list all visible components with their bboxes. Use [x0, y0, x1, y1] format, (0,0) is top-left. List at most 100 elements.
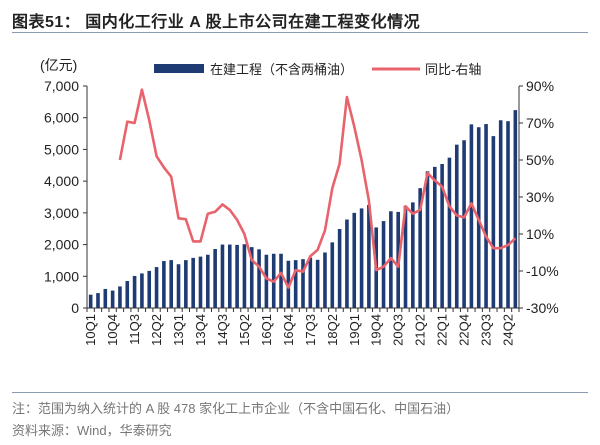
x-tick-label: 19Q4	[369, 314, 384, 346]
bar-21Q4	[432, 166, 437, 308]
figure-title: 图表51： 国内化工行业 A 股上市公司在建工程变化情况	[12, 14, 421, 31]
bar-15Q1	[235, 244, 239, 308]
bar-10Q4	[110, 290, 115, 308]
x-tick-label: 17Q3	[303, 314, 318, 346]
bar-21Q1	[411, 202, 415, 308]
left-tick-label: 0	[71, 300, 79, 316]
bar-19Q2	[359, 208, 364, 308]
x-tick-label: 22Q4	[457, 314, 472, 346]
right-tick-label: 30%	[526, 189, 554, 205]
bar-11Q4	[140, 273, 144, 308]
x-tick-label: 10Q4	[105, 314, 120, 346]
x-tick-label: 19Q1	[347, 314, 362, 346]
x-tick-label: 14Q3	[215, 314, 230, 346]
left-tick-label: 4,000	[44, 173, 79, 189]
bar-10Q3	[103, 288, 108, 308]
bar-22Q3	[454, 144, 459, 308]
bar-15Q4	[257, 249, 261, 308]
bar-21Q2	[418, 188, 422, 308]
left-tick-label: 5,000	[44, 141, 79, 157]
bar-23Q3	[484, 124, 488, 308]
legend-bar-label: 在建工程（不含两桶油）	[210, 62, 353, 77]
bar-17Q3	[308, 257, 313, 308]
bar-14Q1	[206, 254, 210, 308]
yoy-line	[118, 88, 517, 289]
right-tick-label: -30%	[526, 300, 559, 316]
bar-13Q3	[191, 257, 195, 308]
bar-17Q4	[315, 259, 320, 308]
bar-22Q2	[447, 157, 452, 308]
right-tick-label: -10%	[526, 263, 559, 279]
x-tick-label: 16Q1	[259, 314, 274, 346]
legend: 在建工程（不含两桶油） 同比-右轴	[154, 62, 481, 77]
bar-12Q3	[162, 261, 166, 308]
bar-18Q4	[345, 219, 349, 308]
bar-13Q1	[176, 264, 181, 308]
x-tick-label: 11Q3	[127, 314, 142, 345]
x-tick-label: 12Q2	[149, 314, 164, 346]
bar-19Q1	[352, 212, 357, 308]
x-tick-label: 18Q2	[325, 314, 340, 346]
x-tick-label: 16Q4	[281, 314, 296, 346]
bar-23Q4	[491, 136, 496, 308]
bar-14Q3	[220, 244, 225, 308]
bar-24Q2	[506, 121, 510, 309]
bar-10Q1	[88, 294, 93, 308]
bar-24Q1	[498, 120, 503, 308]
x-tick-label: 21Q2	[413, 314, 428, 346]
right-tick-label: 70%	[526, 115, 554, 131]
bar-20Q4	[403, 205, 408, 308]
chart-note: 注：范围为纳入统计的 A 股 478 家化工上市企业（不含中国石化、中国石油）	[12, 401, 460, 416]
bar-19Q3	[367, 204, 371, 308]
x-tick-label: 10Q1	[83, 314, 98, 346]
right-tick-label: 50%	[526, 152, 554, 168]
left-tick-label: 3,000	[44, 205, 79, 221]
bar-12Q1	[147, 270, 152, 308]
left-tick-label: 1,000	[44, 268, 79, 284]
bar-21Q3	[425, 171, 430, 308]
bar-24Q3	[513, 110, 518, 308]
x-tick-label: 13Q4	[193, 314, 208, 346]
x-tick-label: 15Q2	[237, 314, 252, 346]
bar-11Q2	[125, 281, 130, 308]
bar-23Q1	[469, 124, 474, 308]
bar-18Q1	[323, 252, 327, 308]
bar-12Q4	[169, 260, 174, 308]
bar-15Q3	[249, 247, 254, 308]
bar-22Q4	[462, 140, 466, 308]
x-tick-label: 13Q1	[171, 314, 186, 346]
bar-20Q1	[381, 221, 386, 308]
bar-18Q2	[330, 242, 335, 308]
bar-11Q1	[118, 286, 122, 308]
bar-12Q2	[154, 267, 159, 308]
bar-13Q4	[198, 256, 203, 308]
bar-14Q2	[213, 249, 217, 308]
bar-10Q2	[96, 293, 100, 308]
bar-17Q2	[301, 259, 305, 308]
left-tick-label: 6,000	[44, 110, 79, 126]
footer-divider	[12, 392, 588, 393]
x-tick-label: 20Q3	[391, 314, 406, 346]
left-tick-label: 2,000	[44, 237, 79, 253]
right-tick-label: 90%	[526, 78, 554, 94]
left-tick-label: 7,000	[44, 78, 79, 94]
chart: (亿元) 在建工程（不含两桶油） 同比-右轴 0 1,000 2,000 3,000 4…	[40, 57, 559, 346]
chart-source: 资料来源：Wind，华泰研究	[12, 423, 172, 438]
left-axis-unit: (亿元)	[40, 57, 77, 73]
bar-14Q4	[227, 244, 232, 308]
title-divider	[12, 32, 588, 33]
bar-18Q3	[337, 229, 342, 308]
legend-line-label: 同比-右轴	[425, 62, 481, 77]
x-tick-label: 22Q1	[435, 314, 450, 346]
bar-22Q1	[440, 164, 444, 308]
bar-16Q1	[264, 254, 269, 308]
right-tick-label: 10%	[526, 226, 554, 242]
x-tick-label: 23Q3	[479, 314, 494, 346]
bar-15Q2	[242, 244, 247, 308]
bar-13Q2	[184, 260, 188, 308]
legend-bar-swatch	[154, 64, 204, 73]
bar-16Q3	[279, 253, 283, 308]
x-tick-label: 24Q2	[501, 314, 516, 346]
bar-17Q1	[293, 260, 298, 308]
bar-11Q3	[132, 275, 137, 308]
